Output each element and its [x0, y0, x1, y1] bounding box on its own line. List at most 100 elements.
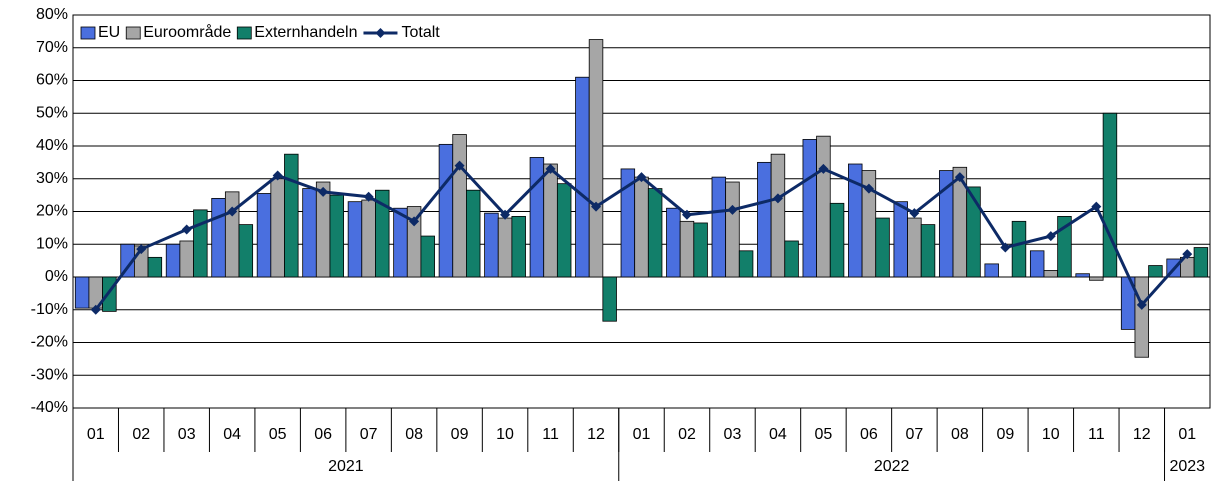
bar	[679, 220, 695, 278]
line-marker	[1091, 201, 1102, 212]
bar	[179, 240, 194, 278]
bar	[907, 217, 922, 278]
bar	[575, 76, 590, 278]
bar	[420, 235, 435, 278]
group-label: 2022	[874, 458, 910, 475]
bar	[543, 163, 558, 278]
line-marker	[545, 163, 556, 174]
bar	[893, 201, 908, 278]
bar	[602, 276, 617, 322]
x-tick-label: 06	[314, 426, 332, 443]
bar	[270, 178, 285, 278]
bar	[361, 199, 376, 278]
group-label: 2021	[328, 458, 364, 475]
line-marker	[1136, 299, 1147, 310]
x-tick-label: 04	[223, 426, 241, 443]
bar	[256, 193, 272, 278]
bar	[875, 217, 890, 278]
line-marker	[818, 163, 829, 174]
bar	[1043, 270, 1059, 278]
bar	[393, 207, 408, 278]
x-tick-label: 12	[587, 426, 605, 443]
bar	[529, 157, 545, 278]
x-tick-label: 08	[951, 426, 969, 443]
line-marker	[272, 170, 283, 181]
y-tick-label: 10%	[36, 235, 68, 252]
bar	[1134, 276, 1150, 358]
bar	[966, 186, 981, 278]
line-marker	[500, 209, 511, 220]
line-marker	[90, 304, 101, 315]
bar	[74, 276, 90, 309]
y-tick-label: 80%	[36, 6, 68, 23]
bar	[634, 176, 649, 278]
y-tick-label: 20%	[36, 203, 68, 220]
bar	[224, 191, 240, 278]
line-marker	[954, 172, 965, 183]
line-marker	[318, 186, 329, 197]
y-tick-label: 60%	[36, 72, 68, 89]
bar	[725, 181, 740, 278]
bar	[1075, 273, 1090, 278]
line-marker	[227, 206, 238, 217]
bar	[738, 250, 754, 278]
line-marker	[363, 191, 374, 202]
line-marker	[636, 172, 647, 183]
x-tick-label: 06	[860, 426, 878, 443]
bar	[588, 39, 604, 278]
legend-swatch	[236, 26, 252, 40]
x-tick-label: 08	[405, 426, 423, 443]
line-marker	[1182, 249, 1193, 260]
y-tick-label: -30%	[31, 366, 68, 383]
y-tick-label: -10%	[31, 301, 68, 318]
legend-swatch	[125, 26, 141, 40]
x-tick-label: 03	[178, 426, 196, 443]
y-tick-label: 70%	[36, 39, 68, 56]
bar	[466, 189, 481, 278]
bar	[770, 153, 786, 278]
legend-marker	[375, 28, 386, 38]
x-tick-label: 01	[633, 426, 651, 443]
legend	[76, 22, 446, 44]
line-marker	[136, 244, 147, 255]
bar	[211, 197, 226, 278]
bar	[1011, 220, 1027, 278]
line-marker	[727, 204, 738, 215]
bar	[1029, 250, 1045, 278]
bar	[802, 139, 817, 278]
bar	[1148, 265, 1163, 278]
x-tick-label: 02	[678, 426, 696, 443]
x-tick-label: 05	[269, 426, 287, 443]
bar	[452, 134, 467, 278]
line-marker	[1045, 231, 1056, 242]
y-tick-label: 0%	[45, 268, 68, 285]
line-marker	[409, 216, 420, 227]
bar	[711, 176, 727, 278]
bar	[147, 256, 163, 278]
bar	[666, 207, 681, 278]
y-tick-label: -40%	[31, 399, 68, 416]
line-marker	[181, 224, 192, 235]
bar	[1193, 247, 1209, 278]
bar	[329, 194, 345, 278]
y-tick-label: 40%	[36, 137, 68, 154]
bar	[511, 216, 526, 278]
legend-label: Euroområde	[143, 23, 231, 41]
x-tick-label: 09	[451, 426, 469, 443]
bar	[1102, 112, 1118, 278]
y-tick-label: 30%	[36, 170, 68, 187]
y-tick-label: -20%	[31, 334, 68, 351]
x-tick-label: 07	[905, 426, 923, 443]
line-marker	[1000, 242, 1011, 253]
line-marker	[591, 201, 602, 212]
line-marker	[909, 208, 920, 219]
bar	[497, 217, 513, 278]
bar	[238, 224, 254, 278]
x-tick-label: 09	[996, 426, 1014, 443]
bar	[984, 263, 999, 278]
bar	[165, 243, 181, 278]
bar	[102, 276, 117, 312]
bar	[784, 240, 799, 278]
x-tick-label: 11	[1088, 426, 1105, 443]
bar	[484, 212, 499, 278]
